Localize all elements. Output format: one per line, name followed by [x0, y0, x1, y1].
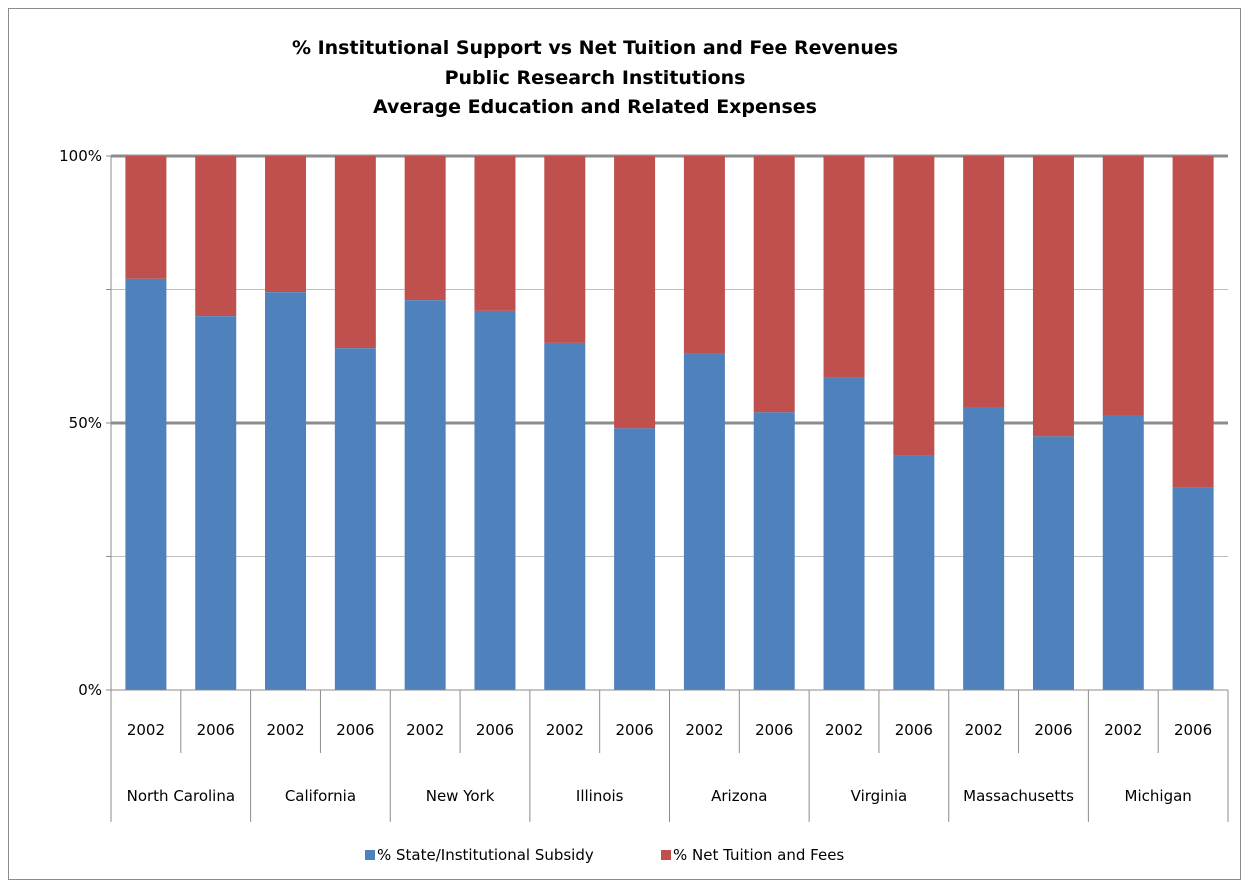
bar-net-tuition	[265, 156, 307, 293]
y-tick-label: 100%	[59, 147, 102, 165]
legend: % State/Institutional Subsidy % Net Tuit…	[365, 846, 844, 864]
bar-net-tuition	[195, 156, 237, 317]
legend-label-tuition: % Net Tuition and Fees	[673, 846, 844, 864]
x-group-label: Massachusetts	[963, 787, 1074, 805]
bar-state-subsidy	[1032, 436, 1074, 690]
x-tick-label-year: 2006	[755, 721, 793, 739]
x-tick-label-year: 2002	[1104, 721, 1142, 739]
x-group-label: Michigan	[1125, 787, 1192, 805]
legend-swatch-tuition	[661, 850, 671, 860]
bar-net-tuition	[1102, 156, 1144, 415]
bar-net-tuition	[1032, 156, 1074, 437]
bar-state-subsidy	[125, 278, 167, 690]
bar-state-subsidy	[683, 353, 725, 690]
x-tick-label-year: 2006	[1174, 721, 1212, 739]
x-tick-label-year: 2002	[546, 721, 584, 739]
x-group-label: Arizona	[711, 787, 767, 805]
x-tick-label-year: 2006	[476, 721, 514, 739]
chart-title-line-2: Public Research Institutions	[445, 67, 746, 89]
y-tick-label: 50%	[69, 414, 102, 432]
x-tick-label-year: 2002	[685, 721, 723, 739]
bar-net-tuition	[893, 156, 935, 456]
legend-swatch-subsidy	[365, 850, 375, 860]
chart-title-line-3: Average Education and Related Expenses	[373, 96, 817, 118]
bar-state-subsidy	[195, 316, 237, 690]
bar-state-subsidy	[265, 292, 307, 690]
chart-title: % Institutional Support vs Net Tuition a…	[292, 37, 898, 118]
x-tick-label-year: 2006	[197, 721, 235, 739]
bar-net-tuition	[334, 156, 376, 349]
bar-state-subsidy	[823, 377, 865, 690]
legend-label-subsidy: % State/Institutional Subsidy	[377, 846, 594, 864]
x-tick-label-year: 2006	[895, 721, 933, 739]
chart-frame: % Institutional Support vs Net Tuition a…	[8, 8, 1241, 880]
x-tick-label-year: 2002	[406, 721, 444, 739]
y-tick-label: 0%	[78, 681, 102, 699]
bar-net-tuition	[823, 156, 865, 378]
x-group-label: Illinois	[576, 787, 624, 805]
bar-net-tuition	[753, 156, 795, 413]
axis-layer: 0% 50% 100% 2002 2006 2002 2006 2002 2006 2002 200…	[59, 147, 1229, 822]
bar-net-tuition	[474, 156, 516, 311]
bar-net-tuition	[544, 156, 586, 343]
x-group-label: California	[285, 787, 356, 805]
bar-net-tuition	[125, 156, 167, 279]
bar-state-subsidy	[334, 348, 376, 690]
x-group-label: Virginia	[851, 787, 908, 805]
x-tick-label-year: 2006	[1034, 721, 1072, 739]
x-tick-label-year: 2002	[127, 721, 165, 739]
x-tick-label-year: 2006	[336, 721, 374, 739]
bar-state-subsidy	[614, 428, 656, 690]
bar-state-subsidy	[404, 300, 446, 690]
bar-net-tuition	[963, 156, 1005, 407]
bar-state-subsidy	[474, 310, 516, 690]
bar-state-subsidy	[893, 455, 935, 690]
bar-net-tuition	[404, 156, 446, 301]
bar-state-subsidy	[544, 342, 586, 690]
bar-state-subsidy	[753, 412, 795, 690]
bar-state-subsidy	[963, 406, 1005, 690]
bar-state-subsidy	[1102, 414, 1144, 690]
x-tick-label-year: 2006	[616, 721, 654, 739]
x-tick-label-year: 2002	[825, 721, 863, 739]
x-group-label: North Carolina	[127, 787, 235, 805]
bar-net-tuition	[683, 156, 725, 354]
chart-title-line-1: % Institutional Support vs Net Tuition a…	[292, 37, 898, 59]
x-tick-label-year: 2002	[266, 721, 304, 739]
chart-svg: % Institutional Support vs Net Tuition a…	[59, 37, 1229, 864]
x-group-label: New York	[426, 787, 495, 805]
x-tick-label-year: 2002	[965, 721, 1003, 739]
bar-net-tuition	[1172, 156, 1214, 488]
bar-state-subsidy	[1172, 487, 1214, 690]
bars-layer	[125, 156, 1214, 690]
bar-net-tuition	[614, 156, 656, 429]
